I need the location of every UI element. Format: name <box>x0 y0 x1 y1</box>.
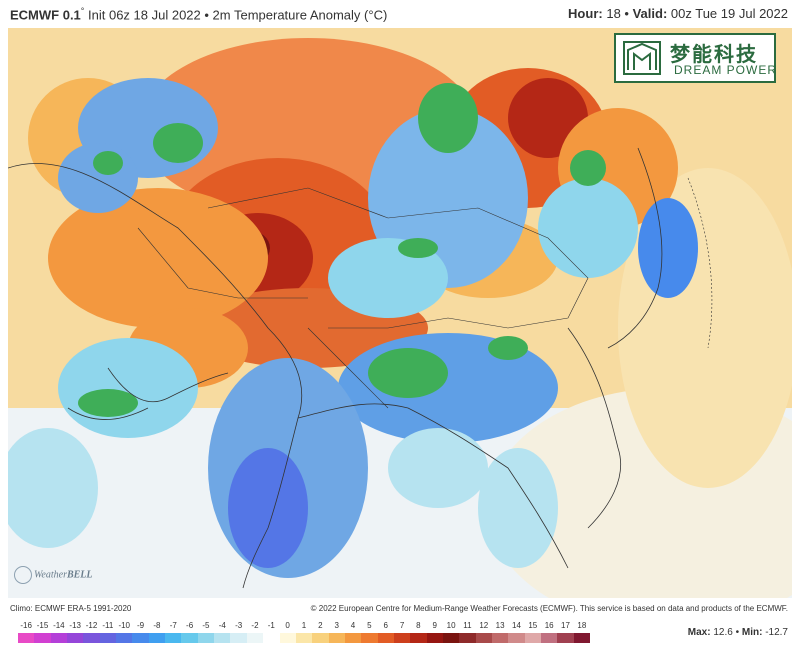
valid-value: 00z Tue 19 Jul 2022 <box>670 6 788 21</box>
legend-color-cell <box>410 633 427 643</box>
legend-tick-label: -14 <box>53 621 65 630</box>
legend-tick-label: -8 <box>153 621 161 630</box>
legend-color-cell <box>295 633 313 643</box>
min-label: Min: <box>741 627 763 638</box>
legend-color-cell <box>541 633 558 643</box>
header-bar: ECMWF 0.1° Init 06z 18 Jul 2022 • 2m Tem… <box>0 0 800 28</box>
legend-tick-label: 5 <box>367 621 372 630</box>
legend-tick-label: 18 <box>577 621 587 630</box>
min-value: -12.7 <box>765 627 788 638</box>
legend-tick-label: 6 <box>383 621 388 630</box>
legend-color-cell <box>573 633 591 643</box>
legend-color-cell <box>181 633 198 643</box>
legend-color-cell <box>312 633 329 643</box>
legend-tick-labels: -16 -15 -14 -13 -12 -11 -10 -9 -8 -7 -6 -5 -4 -3 -2 -1 0… <box>18 621 590 631</box>
legend-color-cell <box>18 633 35 643</box>
legend-color-cell <box>524 633 541 643</box>
temperature-anomaly-map <box>8 28 792 598</box>
legend-color-cell <box>459 633 476 643</box>
legend-color-cell <box>230 633 247 643</box>
legend-tick-label: -12 <box>85 621 98 630</box>
max-label: Max: <box>687 627 711 638</box>
run-info: Init 06z 18 Jul 2022 • 2m Temperature An… <box>84 7 388 23</box>
legend-tick-label: 2 <box>318 621 323 630</box>
legend-color-cell <box>148 633 166 643</box>
logo-english-text: DREAM POWER <box>674 63 778 77</box>
max-min-readout: Max: 12.6 • Min: -12.7 <box>687 627 788 638</box>
legend-tick-label: -4 <box>218 621 226 630</box>
legend-color-cell <box>263 633 280 643</box>
legend-color-cell <box>328 633 345 643</box>
legend-color-cell <box>246 633 264 643</box>
legend-tick-label: 4 <box>350 621 356 630</box>
legend-color-cell <box>557 633 574 643</box>
legend-color-cell <box>116 633 133 643</box>
legend-color-cell <box>50 633 68 643</box>
legend-tick-label: -6 <box>186 621 194 630</box>
valid-label: Valid: <box>632 6 668 21</box>
copyright-note: © 2022 European Centre for Medium-Range … <box>310 604 788 613</box>
legend-color-cell <box>165 633 182 643</box>
legend-color-cell <box>214 633 231 643</box>
legend-tick-label: -10 <box>118 621 130 630</box>
legend-color-cell <box>426 633 443 643</box>
legend-color-cell <box>279 633 296 643</box>
legend-color-cell <box>83 633 100 643</box>
legend-color-cell <box>442 633 460 643</box>
legend-color-cell <box>132 633 149 643</box>
legend-tick-label: -1 <box>267 621 275 630</box>
legend-tick-label: 7 <box>399 621 405 630</box>
legend-color-cell <box>361 633 378 643</box>
legend-tick-label: 14 <box>512 621 521 630</box>
weatherbell-logo-icon <box>14 566 32 584</box>
model-name: ECMWF 0.1 <box>10 7 81 23</box>
map-canvas <box>8 28 792 598</box>
legend-tick-label: 9 <box>432 621 437 630</box>
dream-power-logo: 梦能科技 DREAM POWER <box>614 33 776 83</box>
legend-tick-label: -15 <box>36 621 49 630</box>
legend-color-cell <box>491 633 509 643</box>
legend-color-cell <box>197 633 215 643</box>
legend-tick-label: 8 <box>416 621 421 630</box>
legend-colorbar <box>18 633 591 643</box>
legend-tick-label: -16 <box>20 621 32 630</box>
logo-chinese-text: 梦能科技 <box>670 42 758 66</box>
valid-time: Hour: 18 • Valid: 00z Tue 19 Jul 2022 <box>568 6 788 21</box>
legend-color-cell <box>508 633 525 643</box>
legend-color-cell <box>377 633 394 643</box>
legend-tick-label: 17 <box>561 621 570 630</box>
legend-color-cell <box>393 633 411 643</box>
map-title: ECMWF 0.1° Init 06z 18 Jul 2022 • 2m Tem… <box>10 6 387 22</box>
legend-tick-label: -3 <box>235 621 243 630</box>
weatherbell-watermark: WeatherBELL <box>14 566 93 584</box>
legend-tick-label: 12 <box>479 621 489 630</box>
watermark-prefix: Weather <box>34 569 67 581</box>
legend-color-cell <box>344 633 362 643</box>
legend-tick-label: 15 <box>528 621 538 630</box>
climo-note: Climo: ECMWF ERA-5 1991-2020 <box>10 604 132 613</box>
legend-tick-label: 1 <box>301 621 307 630</box>
legend-tick-label: -7 <box>169 621 177 630</box>
watermark-brand: BELL <box>66 569 93 581</box>
legend-tick-label: -11 <box>102 621 114 630</box>
legend-tick-label: 13 <box>495 621 505 630</box>
legend-color-cell <box>475 633 492 643</box>
legend-tick-label: 11 <box>463 621 472 630</box>
legend-color-cell <box>99 633 117 643</box>
legend-tick-label: 10 <box>446 621 456 630</box>
legend-tick-label: -13 <box>69 621 81 630</box>
hour-value: 18 <box>606 6 621 21</box>
legend-tick-label: 0 <box>285 621 290 630</box>
degree-symbol: ° <box>80 6 85 16</box>
legend-tick-label: -2 <box>251 621 259 630</box>
max-value: 12.6 <box>713 627 733 638</box>
dream-power-logo-icon <box>623 41 661 75</box>
legend-tick-label: -9 <box>137 621 145 630</box>
legend-tick-label: 3 <box>334 621 339 630</box>
legend-color-cell <box>34 633 51 643</box>
legend-tick-label: -5 <box>202 621 210 630</box>
legend-color-cell <box>67 633 84 643</box>
hour-label: Hour: <box>568 6 603 21</box>
legend-tick-label: 16 <box>544 621 554 630</box>
